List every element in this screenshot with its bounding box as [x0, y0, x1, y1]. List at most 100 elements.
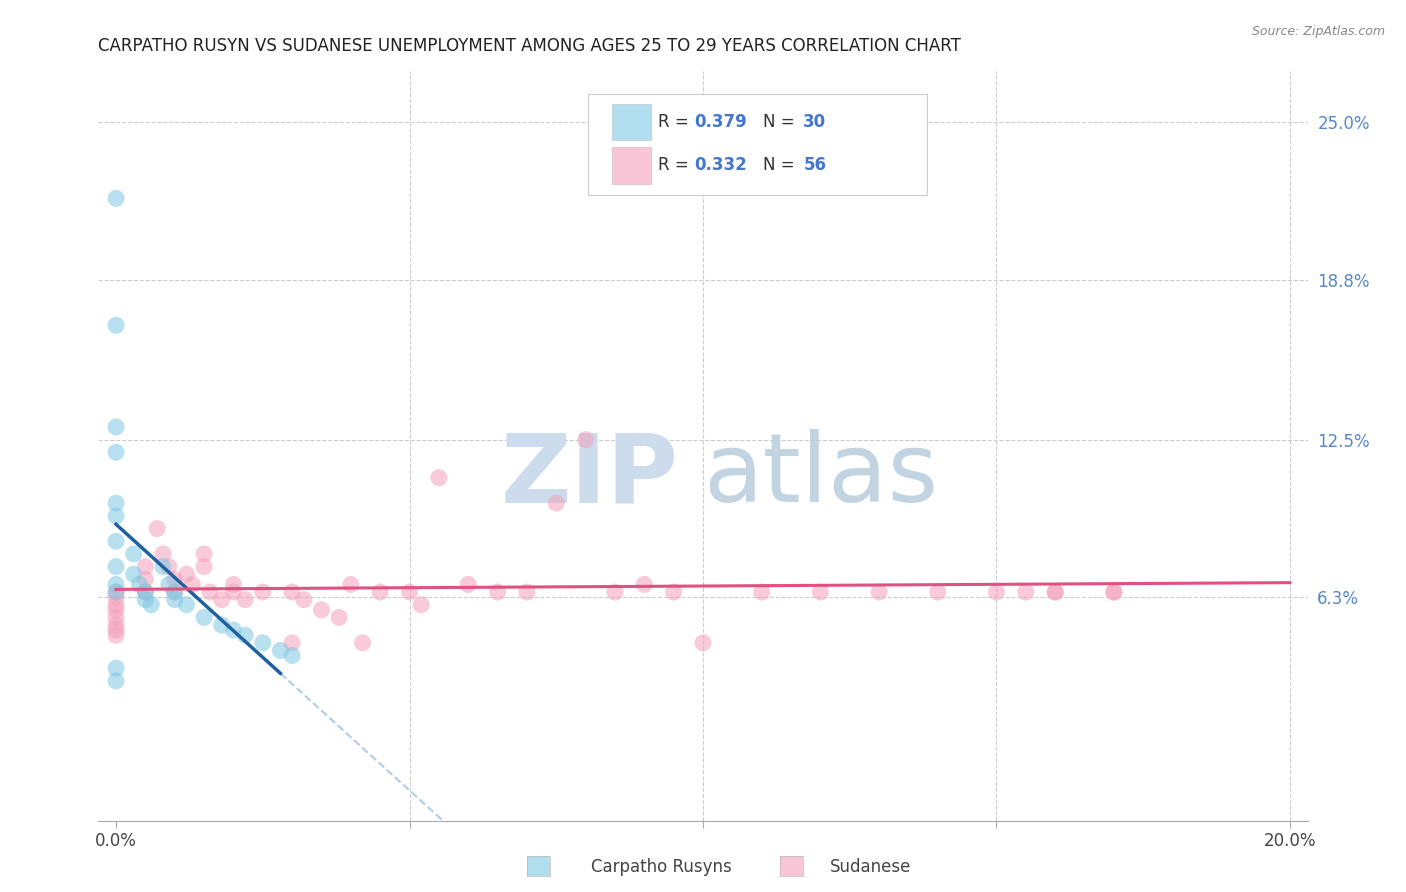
Text: Carpatho Rusyns: Carpatho Rusyns: [591, 858, 731, 876]
Point: [269, 643, 291, 657]
Point: [105, 318, 128, 333]
Text: R =: R =: [658, 112, 695, 131]
Point: [176, 598, 198, 612]
Point: [457, 577, 479, 591]
Point: [1102, 585, 1125, 599]
Point: [211, 592, 233, 607]
Point: [340, 577, 363, 591]
Point: [198, 585, 221, 599]
Point: [927, 585, 949, 599]
FancyBboxPatch shape: [613, 103, 651, 140]
Point: [122, 567, 145, 582]
Point: [233, 628, 256, 642]
Point: [1043, 585, 1066, 599]
Point: [105, 577, 128, 591]
Point: [411, 598, 433, 612]
Point: [427, 471, 450, 485]
Point: [398, 585, 420, 599]
Point: [1043, 585, 1066, 599]
Point: [105, 590, 128, 604]
Text: N =: N =: [763, 156, 800, 174]
Text: ZIP: ZIP: [501, 429, 679, 523]
Point: [105, 610, 128, 624]
FancyBboxPatch shape: [588, 94, 927, 195]
Point: [486, 585, 509, 599]
Point: [152, 559, 174, 574]
Text: 56: 56: [803, 156, 827, 174]
Point: [352, 636, 374, 650]
Point: [311, 603, 333, 617]
Text: N =: N =: [763, 112, 800, 131]
Point: [633, 577, 655, 591]
Point: [281, 636, 304, 650]
Point: [105, 623, 128, 637]
Text: Sudanese: Sudanese: [830, 858, 911, 876]
Point: [152, 547, 174, 561]
Text: 30: 30: [803, 112, 827, 131]
Point: [105, 420, 128, 434]
Point: [105, 585, 128, 599]
Point: [163, 572, 186, 586]
Point: [868, 585, 890, 599]
Point: [163, 585, 186, 599]
Point: [105, 191, 128, 205]
Point: [751, 585, 773, 599]
Text: atlas: atlas: [703, 429, 938, 523]
Text: R =: R =: [658, 156, 695, 174]
Point: [1015, 585, 1038, 599]
Point: [105, 559, 128, 574]
Point: [546, 496, 568, 510]
Point: [1102, 585, 1125, 599]
Point: [281, 648, 304, 663]
Text: CARPATHO RUSYN VS SUDANESE UNEMPLOYMENT AMONG AGES 25 TO 29 YEARS CORRELATION CH: CARPATHO RUSYN VS SUDANESE UNEMPLOYMENT …: [98, 37, 962, 54]
Point: [193, 547, 215, 561]
Point: [368, 585, 391, 599]
Point: [122, 547, 145, 561]
Point: [141, 598, 163, 612]
Point: [105, 618, 128, 632]
Point: [134, 559, 156, 574]
Point: [233, 592, 256, 607]
Text: 0.379: 0.379: [695, 112, 747, 131]
Point: [157, 577, 180, 591]
Point: [986, 585, 1008, 599]
Point: [808, 585, 831, 599]
Point: [128, 577, 150, 591]
Point: [692, 636, 714, 650]
Point: [292, 592, 315, 607]
Point: [222, 577, 245, 591]
Point: [328, 610, 350, 624]
Point: [163, 592, 186, 607]
Point: [105, 628, 128, 642]
Point: [662, 585, 685, 599]
Text: Source: ZipAtlas.com: Source: ZipAtlas.com: [1251, 25, 1385, 38]
Point: [193, 559, 215, 574]
Point: [222, 623, 245, 637]
Point: [575, 433, 598, 447]
Point: [105, 534, 128, 549]
Point: [516, 585, 538, 599]
Point: [163, 585, 186, 599]
Text: 0.332: 0.332: [695, 156, 747, 174]
Point: [105, 445, 128, 459]
Point: [603, 585, 626, 599]
Point: [105, 603, 128, 617]
Point: [105, 673, 128, 688]
Point: [157, 559, 180, 574]
Point: [134, 572, 156, 586]
Point: [211, 618, 233, 632]
Point: [105, 496, 128, 510]
Point: [281, 585, 304, 599]
Point: [105, 598, 128, 612]
Point: [181, 577, 204, 591]
Point: [134, 585, 156, 599]
Point: [222, 585, 245, 599]
Point: [252, 585, 274, 599]
FancyBboxPatch shape: [613, 147, 651, 184]
Point: [176, 567, 198, 582]
Point: [105, 508, 128, 523]
Point: [146, 522, 169, 536]
Point: [105, 585, 128, 599]
Point: [252, 636, 274, 650]
Point: [134, 585, 156, 599]
